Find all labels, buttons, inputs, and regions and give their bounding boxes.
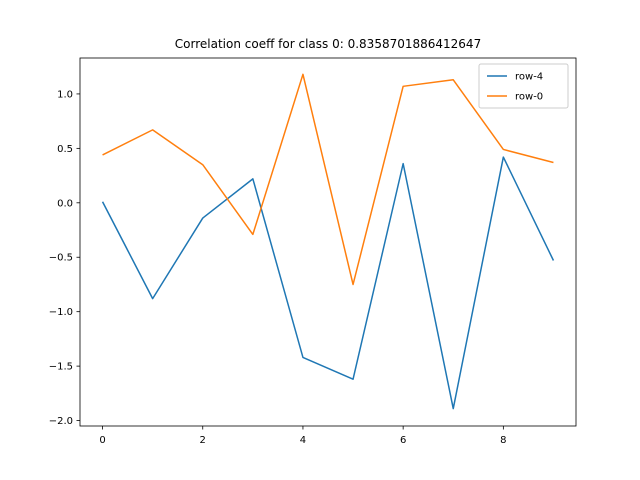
y-tick-label: −1.0	[49, 307, 73, 318]
legend-box	[478, 63, 569, 109]
x-axis-ticks: 0 2 4 6 8	[99, 426, 507, 446]
series-line-row-4	[101, 156, 555, 410]
y-tick-label: 0.5	[57, 144, 73, 155]
y-tick-label: −1.5	[49, 362, 73, 373]
legend-label-row-4: row-4	[515, 72, 543, 83]
axes-frame	[79, 57, 577, 427]
y-tick-label: −2.0	[49, 416, 73, 427]
x-tick-label: 0	[99, 435, 105, 446]
y-tick-label: 0.0	[57, 198, 73, 209]
x-tick-label: 6	[400, 435, 406, 446]
plot-lines	[101, 73, 555, 410]
x-tick-label: 8	[500, 435, 506, 446]
y-tick-label: 1.0	[57, 89, 73, 100]
x-tick-label: 2	[200, 435, 206, 446]
chart-title: Correlation coeff for class 0: 0.8358701…	[175, 37, 481, 51]
series-line-row-0	[102, 73, 554, 286]
y-axis-ticks: 1.0 0.5 0.0 −0.5 −1.0 −1.5 −2.0	[49, 89, 80, 427]
y-tick-label: −0.5	[49, 253, 73, 264]
legend: row-4 row-0	[478, 63, 569, 109]
legend-label-row-0: row-0	[515, 92, 543, 103]
x-tick-label: 4	[300, 435, 306, 446]
